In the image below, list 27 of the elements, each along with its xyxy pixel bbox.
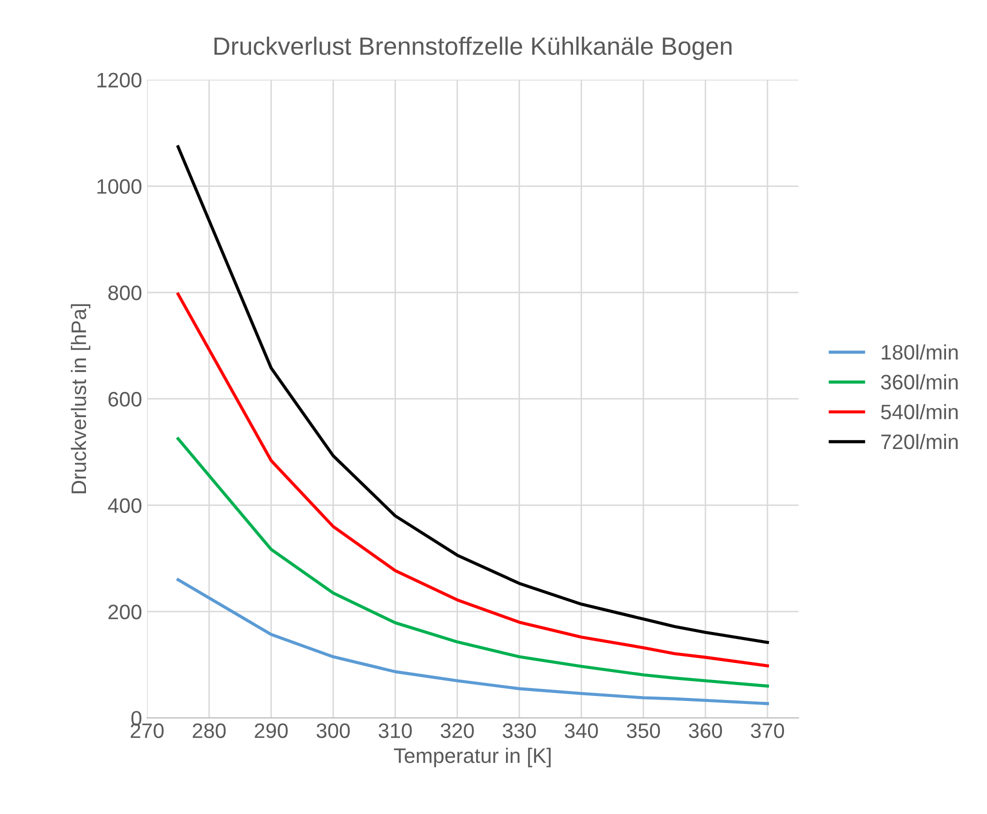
y-tick-label: 1200 bbox=[97, 72, 142, 88]
x-tick-label: 370 bbox=[750, 723, 784, 738]
legend-label: 360l/min bbox=[881, 374, 958, 390]
line-series bbox=[176, 292, 769, 668]
x-tick-label: 350 bbox=[626, 723, 660, 738]
legend-label: 180l/min bbox=[882, 344, 958, 360]
line-series bbox=[176, 145, 769, 644]
y-tick-label: 1000 bbox=[97, 179, 142, 194]
x-tick-label: 290 bbox=[254, 723, 288, 738]
y-tick-label: 400 bbox=[108, 498, 142, 513]
y-tick-label: 600 bbox=[108, 392, 142, 407]
x-tick-label: 340 bbox=[564, 723, 598, 738]
x-tick-label: 320 bbox=[440, 723, 474, 738]
y-tick-label: 800 bbox=[108, 286, 142, 300]
x-tick-label: 330 bbox=[502, 723, 536, 738]
x-axis-title: Temperatur in [K] bbox=[394, 748, 551, 768]
x-tick-label: 280 bbox=[192, 723, 226, 738]
x-tick-label: 300 bbox=[316, 723, 350, 738]
x-tick-label: 310 bbox=[378, 723, 412, 738]
line-series bbox=[176, 437, 769, 688]
x-tick-label: 360 bbox=[688, 723, 722, 738]
legend-label: 540l/min bbox=[881, 404, 958, 420]
y-axis-title: Druckverlust in [hPa] bbox=[70, 304, 90, 494]
legend-label: 720l/min bbox=[881, 434, 958, 450]
line-series bbox=[176, 578, 769, 706]
y-tick-label: 200 bbox=[108, 604, 142, 620]
chart-title: Druckverlust Brennstoffzelle Kühlkanäle Bogen bbox=[214, 36, 732, 60]
